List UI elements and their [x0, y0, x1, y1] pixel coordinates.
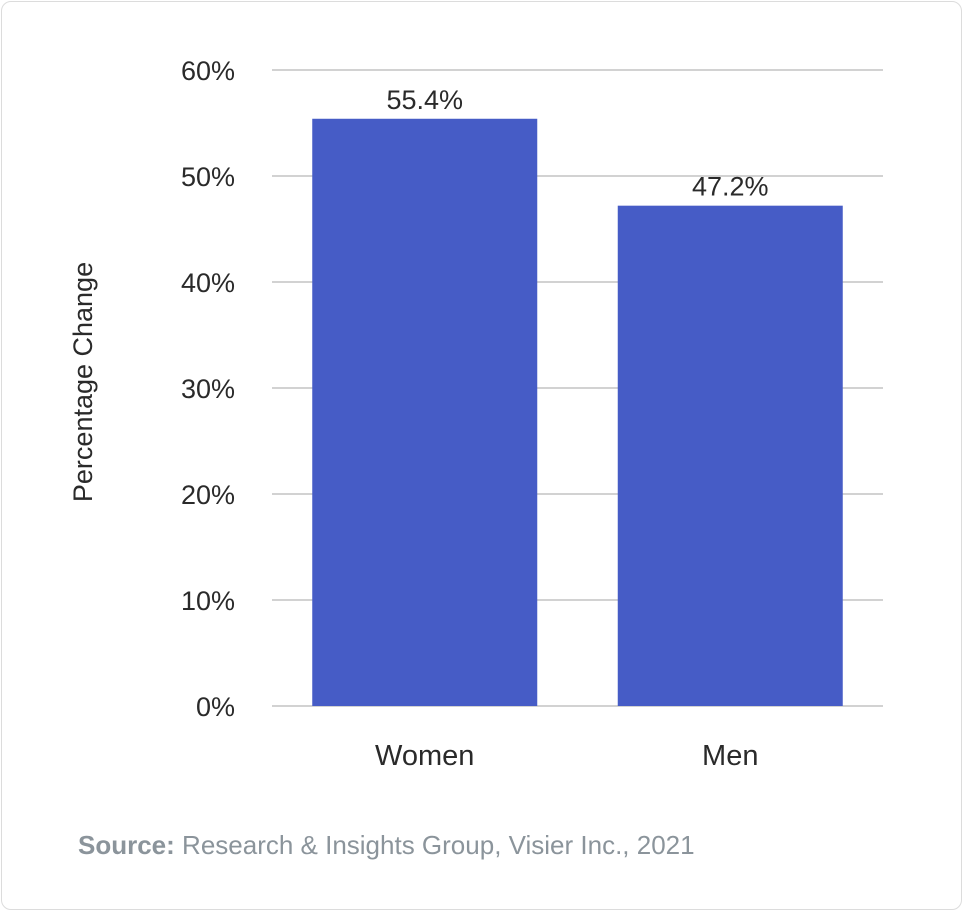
x-axis-categories: Women Men — [375, 740, 758, 772]
y-tick-label: 60% — [181, 56, 235, 86]
bar-men — [617, 205, 843, 706]
bars — [312, 118, 843, 706]
category-label-women: Women — [375, 740, 474, 772]
bar-women — [312, 118, 538, 706]
y-tick-label: 30% — [181, 374, 235, 404]
y-tick-label: 10% — [181, 586, 235, 616]
y-tick-label: 20% — [181, 480, 235, 510]
source-note: Source: Research & Insights Group, Visie… — [78, 830, 695, 861]
source-text: Research & Insights Group, Visier Inc., … — [174, 830, 695, 860]
y-axis-title: Percentage Change — [68, 262, 98, 502]
y-tick-label: 50% — [181, 162, 235, 192]
y-axis-ticks: 0% 10% 20% 30% 40% 50% 60% — [181, 56, 235, 722]
category-label-men: Men — [702, 740, 758, 772]
data-label-women: 55.4% — [386, 85, 463, 115]
data-labels: 55.4% 47.2% — [386, 85, 768, 202]
source-label: Source: — [78, 830, 175, 860]
data-label-men: 47.2% — [692, 172, 769, 202]
y-tick-label: 40% — [181, 268, 235, 298]
y-tick-label: 0% — [196, 692, 235, 722]
